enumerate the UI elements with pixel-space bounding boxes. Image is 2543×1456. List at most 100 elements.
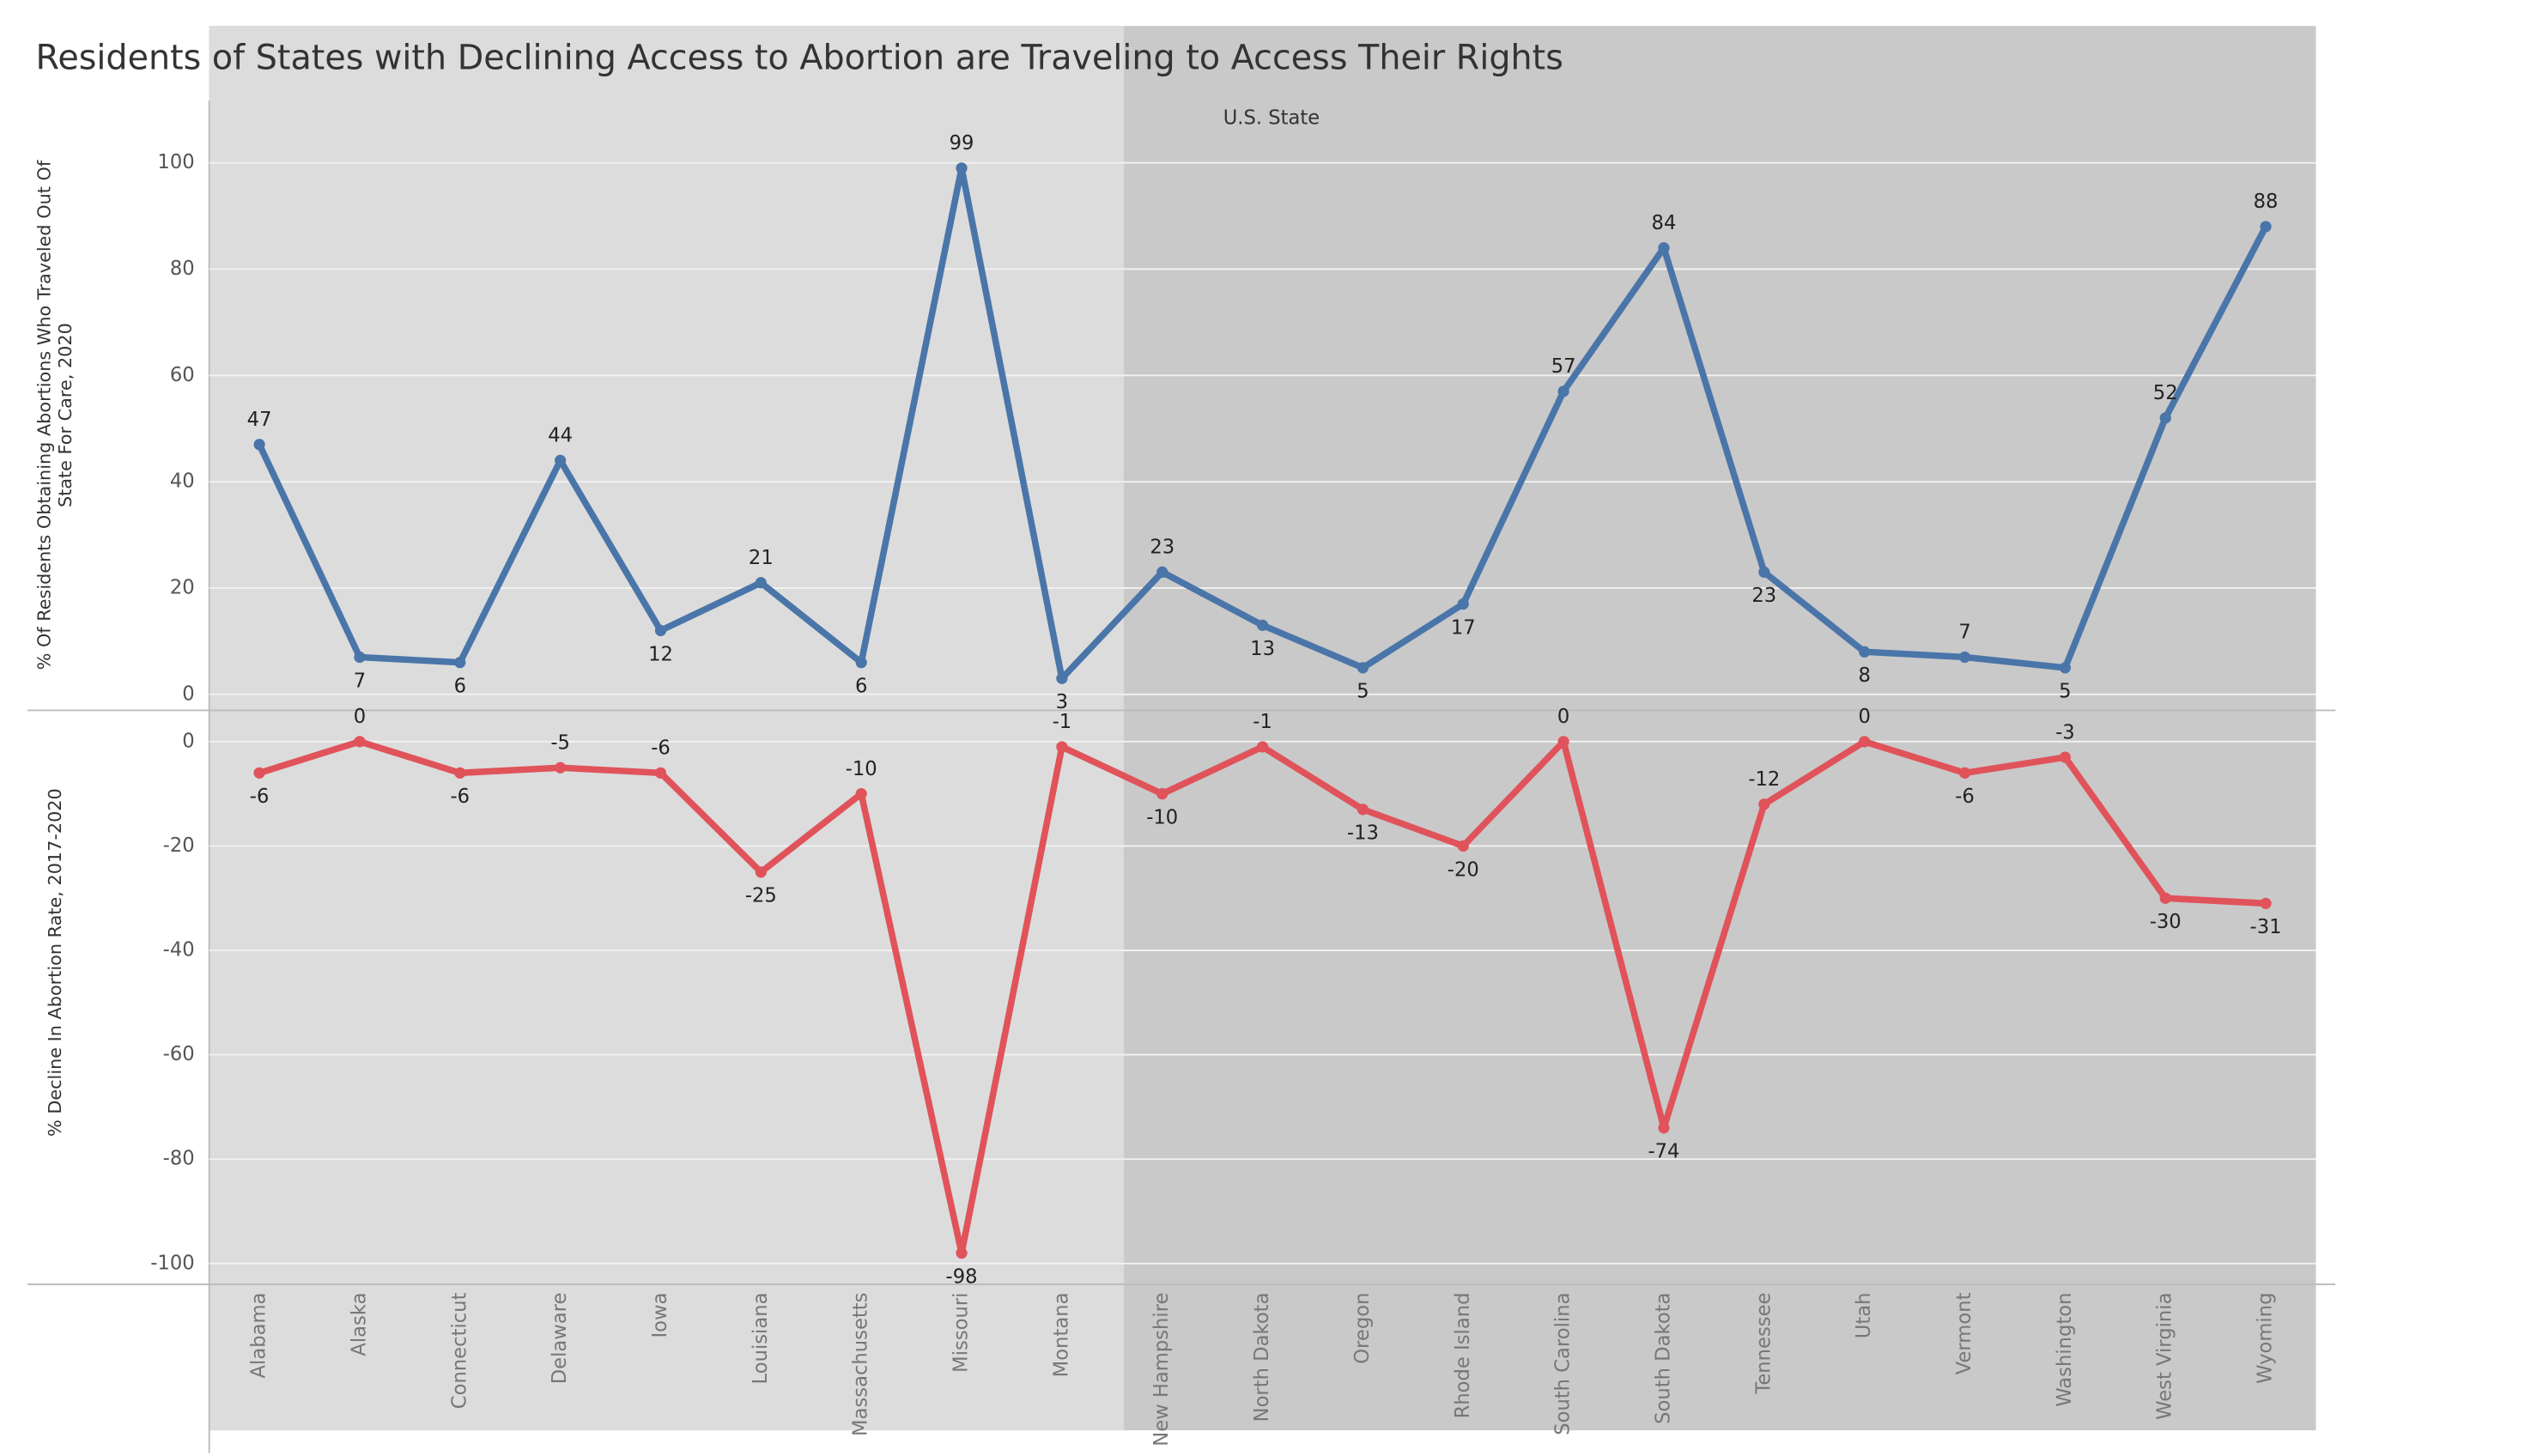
- point: [1758, 566, 1770, 579]
- data-label: -25: [745, 885, 777, 907]
- data-label: 13: [1250, 638, 1275, 660]
- point: [1859, 736, 1871, 748]
- data-label: 6: [855, 675, 867, 697]
- data-label: 84: [1652, 212, 1677, 234]
- data-label: -6: [651, 737, 671, 759]
- point: [1056, 741, 1068, 753]
- data-label: 21: [749, 547, 774, 569]
- data-label: 7: [354, 670, 366, 692]
- x-tick-label: Missouri: [950, 1293, 973, 1373]
- y-tick-label: -60: [163, 1043, 195, 1065]
- point: [454, 657, 466, 669]
- point: [354, 651, 366, 664]
- point: [1457, 598, 1469, 610]
- data-label: 23: [1751, 585, 1776, 607]
- point: [2059, 751, 2071, 763]
- x-tick-label: Washington: [2054, 1293, 2076, 1407]
- point: [555, 761, 567, 774]
- point: [1557, 736, 1569, 748]
- data-label: -5: [550, 731, 570, 754]
- data-label: 0: [354, 706, 366, 728]
- x-tick-label: South Dakota: [1652, 1293, 1674, 1424]
- point: [1457, 840, 1469, 852]
- x-tick-label: Alaska: [348, 1293, 370, 1356]
- x-axis-title: U.S. State: [1223, 106, 1320, 129]
- y-tick-label: 0: [182, 682, 194, 705]
- point: [1958, 651, 1971, 664]
- data-label: -6: [1955, 786, 1975, 808]
- point: [1958, 767, 1971, 779]
- data-label: 44: [548, 425, 573, 447]
- point: [956, 162, 968, 174]
- y-tick-label: 20: [170, 576, 195, 598]
- point: [1056, 672, 1068, 684]
- x-tick-label: New Hampshire: [1150, 1293, 1173, 1447]
- y-tick-label: 0: [182, 730, 194, 752]
- point: [2059, 662, 2071, 674]
- point: [1256, 741, 1269, 753]
- point: [1356, 804, 1369, 816]
- data-label: 0: [1557, 706, 1569, 728]
- chart-title: Residents of States with Declining Acces…: [36, 38, 1563, 77]
- point: [253, 439, 265, 451]
- x-tick-label: Connecticut: [448, 1292, 470, 1409]
- point: [855, 788, 867, 800]
- point: [1256, 619, 1269, 631]
- point: [956, 1247, 968, 1259]
- y-tick-label: -100: [150, 1252, 194, 1274]
- point: [1156, 788, 1168, 800]
- point: [654, 624, 667, 637]
- data-label: -1: [1253, 711, 1272, 733]
- data-label: 5: [2059, 681, 2071, 703]
- y-tick-label: -20: [163, 834, 195, 857]
- y-tick-label: 80: [170, 258, 195, 280]
- data-label: -6: [250, 786, 270, 808]
- data-label: 6: [454, 675, 466, 697]
- background-light: [209, 26, 1125, 1431]
- x-tick-label: Vermont: [1953, 1292, 1976, 1374]
- y-tick-label: 40: [170, 470, 195, 493]
- point: [654, 767, 667, 779]
- point: [1557, 385, 1569, 397]
- data-label: 23: [1150, 537, 1174, 559]
- x-tick-label: Oregon: [1351, 1293, 1374, 1364]
- point: [1658, 242, 1670, 254]
- data-label: -1: [1053, 711, 1072, 733]
- data-label: 52: [2153, 382, 2178, 404]
- data-label: -3: [2055, 721, 2075, 743]
- point: [755, 577, 767, 589]
- x-tick-label: West Virginia: [2154, 1293, 2176, 1420]
- data-label: 88: [2254, 191, 2279, 213]
- point: [454, 767, 466, 779]
- x-tick-label: Utah: [1853, 1293, 1875, 1339]
- data-label: 57: [1551, 355, 1576, 378]
- point: [855, 657, 867, 669]
- point: [1156, 566, 1168, 579]
- point: [755, 866, 767, 878]
- point: [2260, 221, 2272, 233]
- data-label: 0: [1858, 706, 1870, 728]
- data-label: -6: [451, 786, 470, 808]
- point: [253, 767, 265, 779]
- point: [1658, 1122, 1670, 1134]
- data-label: 8: [1858, 664, 1870, 687]
- y-tick-label: -80: [163, 1148, 195, 1170]
- y-tick-label: 100: [157, 151, 194, 173]
- x-tick-label: Alabama: [248, 1293, 270, 1379]
- x-tick-label: Tennessee: [1752, 1293, 1775, 1395]
- data-label: -10: [846, 758, 877, 780]
- point: [354, 736, 366, 748]
- x-tick-label: Delaware: [549, 1293, 571, 1385]
- y-axis-title: % Decline In Abortion Rate, 2017-2020: [44, 788, 66, 1138]
- data-label: 47: [247, 409, 272, 431]
- data-label: 3: [1056, 691, 1068, 713]
- y-tick-label: 60: [170, 364, 195, 386]
- x-tick-label: Louisiana: [750, 1293, 772, 1385]
- data-label: 5: [1356, 681, 1369, 703]
- data-label: -10: [1146, 806, 1178, 828]
- x-tick-label: Montana: [1050, 1293, 1072, 1378]
- data-label: 99: [950, 132, 974, 155]
